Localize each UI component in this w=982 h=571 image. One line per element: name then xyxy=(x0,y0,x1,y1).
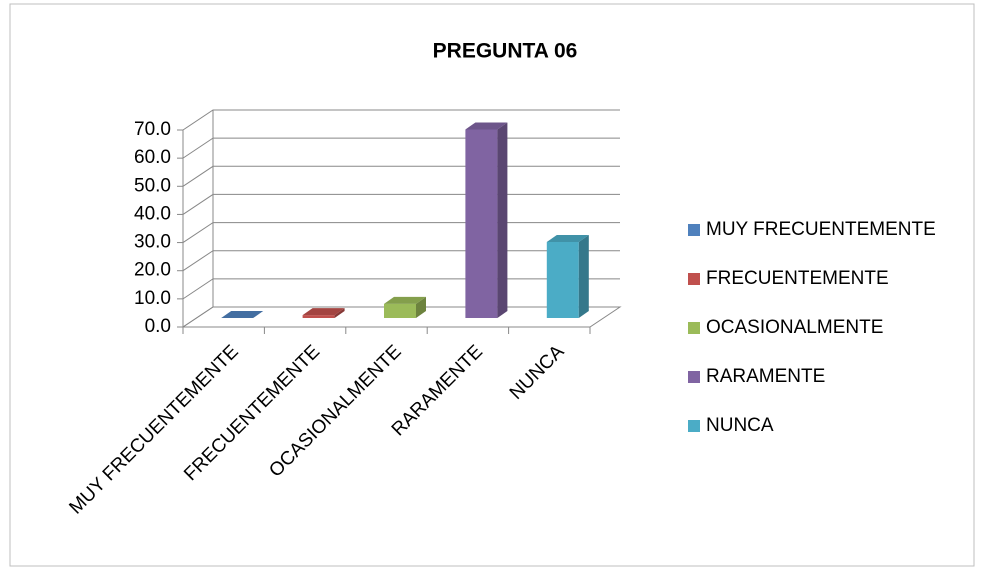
y-tick-label: 20.0 xyxy=(134,260,171,281)
bar-top xyxy=(221,311,264,318)
y-tick-label: 0.0 xyxy=(145,316,171,337)
y-tick-label: 50.0 xyxy=(134,175,171,196)
bar-front xyxy=(465,129,498,318)
legend-swatch xyxy=(688,322,700,334)
chart-title: PREGUNTA 06 xyxy=(433,40,578,63)
bar-front xyxy=(302,315,335,318)
bar-side xyxy=(334,308,345,318)
y-tick-label: 70.0 xyxy=(134,119,171,140)
bar xyxy=(221,311,264,318)
bar-top xyxy=(465,122,508,130)
bar xyxy=(384,296,426,318)
y-tick-label: 40.0 xyxy=(134,203,171,224)
bar-top xyxy=(546,235,589,243)
legend-swatch xyxy=(688,224,700,236)
grid-line xyxy=(182,109,620,131)
bar-top xyxy=(384,296,426,304)
bar-side xyxy=(497,122,508,318)
legend-swatch xyxy=(688,371,700,383)
bar-front xyxy=(546,242,579,318)
legend-label: OCASIONALMENTE xyxy=(706,317,883,338)
legend-label: NUNCA xyxy=(706,415,774,436)
y-tick-label: 60.0 xyxy=(134,147,171,168)
legend-label: FRECUENTEMENTE xyxy=(706,268,889,289)
legend-swatch xyxy=(688,420,700,432)
bar xyxy=(546,235,589,318)
bar xyxy=(465,122,508,318)
bar xyxy=(302,308,345,318)
legend-swatch xyxy=(688,273,700,285)
bar-front xyxy=(384,303,416,318)
bar-top xyxy=(302,308,345,316)
legend-label: RARAMENTE xyxy=(706,366,825,387)
bar-side xyxy=(578,235,589,318)
legend-label: MUY FRECUENTEMENTE xyxy=(706,219,936,240)
y-tick-label: 10.0 xyxy=(134,288,171,309)
y-tick-label: 30.0 xyxy=(134,232,171,253)
bar-side xyxy=(416,296,426,318)
